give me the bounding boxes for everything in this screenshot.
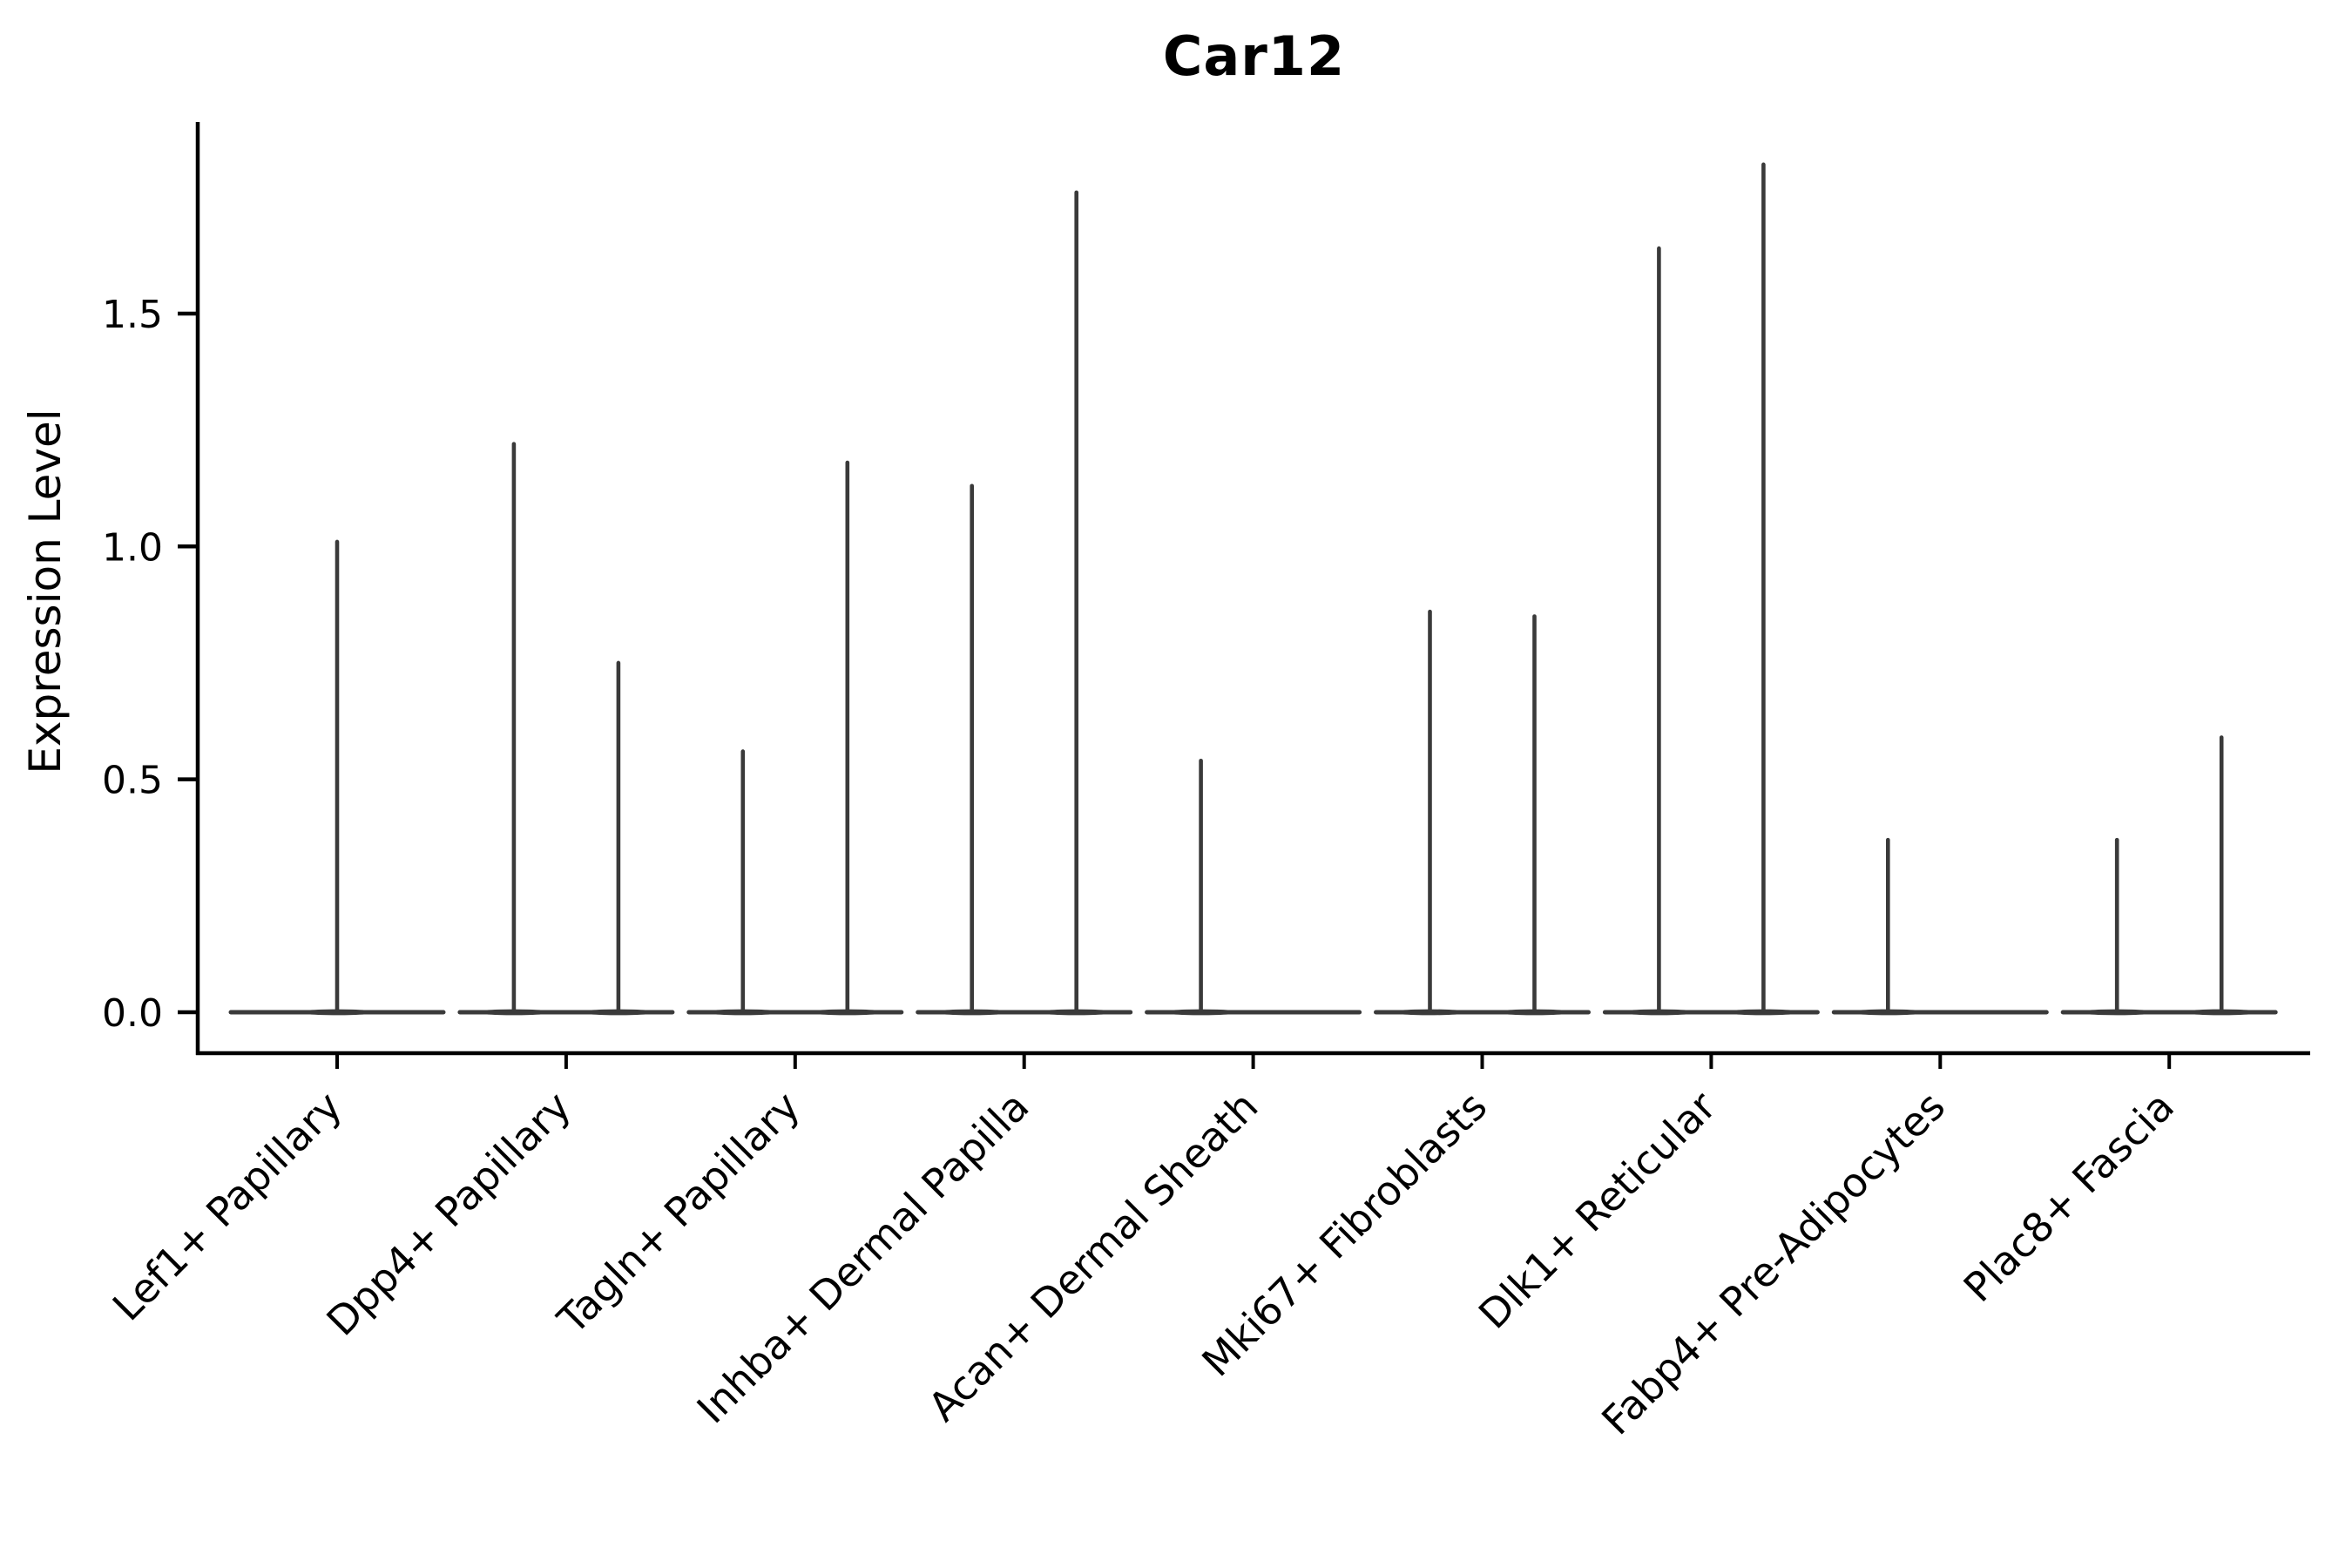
chart-title: Car12 [1162,24,1346,88]
x-tick-label: Tagln+ Papillary [548,1083,809,1344]
x-tick-label: Lef1+ Papillary [104,1083,351,1330]
y-tick-label: 0.0 [102,991,163,1036]
x-tick-label: Dpp4+ Papillary [317,1083,579,1345]
y-tick-label: 1.5 [102,293,163,337]
x-tick-label: Dlk1+ Reticular [1470,1083,1725,1338]
x-tick-label: Plac8+ Fascia [1955,1083,2183,1311]
y-tick-label: 1.0 [102,525,163,570]
y-tick-label: 0.5 [102,759,163,803]
